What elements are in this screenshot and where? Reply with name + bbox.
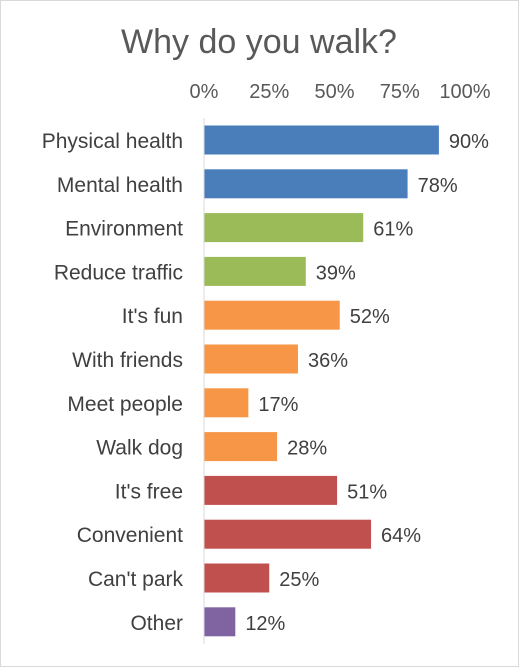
value-label: 39%: [316, 262, 356, 284]
category-label: Environment: [65, 218, 183, 241]
bar: [204, 213, 364, 243]
bar: [204, 563, 270, 593]
value-label: 12%: [245, 613, 285, 635]
value-label: 52%: [350, 306, 390, 328]
x-axis-ticks: 0% 25% 50% 75% 100%: [190, 81, 491, 103]
bar: [204, 125, 439, 155]
category-label: Meet people: [67, 393, 183, 416]
category-label: Walk dog: [96, 437, 183, 460]
bar: [204, 607, 236, 637]
category-label: Physical health: [42, 130, 183, 153]
value-label: 36%: [308, 350, 348, 372]
value-label: 25%: [279, 569, 319, 591]
value-label: 51%: [347, 481, 387, 503]
value-label: 17%: [258, 394, 298, 416]
bar: [204, 300, 340, 330]
category-label: It's free: [115, 480, 183, 503]
category-label: Mental health: [57, 174, 183, 197]
bar: [204, 475, 338, 505]
bar: [204, 169, 408, 199]
bar: [204, 388, 249, 418]
value-labels: 90% 78%61% 39% 52%36% 17% 28% 51% 64% 25% 12%: [245, 131, 489, 635]
category-label: Other: [130, 612, 183, 635]
bar: [204, 256, 306, 286]
category-labels: Physical health Mental health Environment R…: [42, 130, 184, 635]
category-label: Can't park: [88, 568, 184, 591]
bar: [204, 519, 372, 549]
category-label: It's fun: [122, 305, 183, 328]
value-label: 28%: [287, 438, 327, 460]
bars: [204, 125, 439, 637]
value-label: 78%: [418, 175, 458, 197]
value-label: 90%: [449, 131, 489, 153]
category-label: Reduce traffic: [54, 261, 183, 284]
category-label: With friends: [72, 349, 183, 372]
x-tick-label: 25%: [249, 81, 289, 103]
value-label: 64%: [381, 525, 421, 547]
x-tick-label: 75%: [380, 81, 420, 103]
value-label: 61%: [373, 219, 413, 241]
x-tick-label: 0%: [190, 81, 219, 103]
x-tick-label: 50%: [314, 81, 354, 103]
bar: [204, 344, 298, 374]
x-tick-label: 100%: [439, 81, 490, 103]
chart-title: Why do you walk?: [121, 23, 397, 61]
bar: [204, 432, 278, 462]
category-label: Convenient: [77, 524, 183, 547]
